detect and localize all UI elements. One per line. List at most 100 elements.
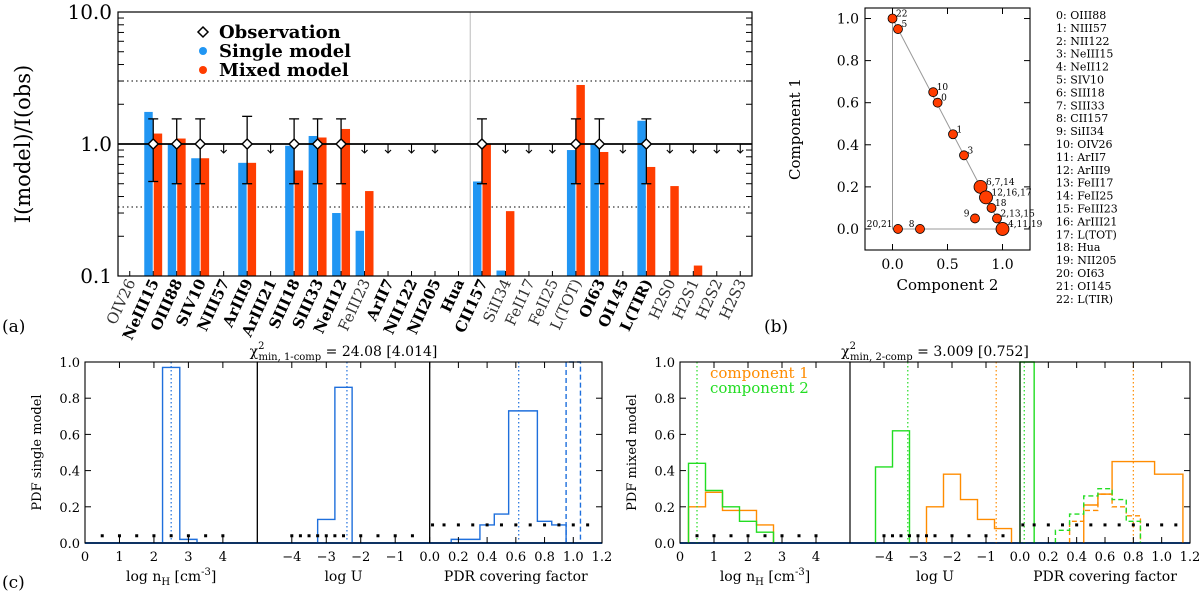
upper-limit-arrow xyxy=(736,144,744,154)
mixed-model-bar xyxy=(200,158,210,276)
scatter-point-label: 4,11,19 xyxy=(1008,220,1043,230)
x-tick-label: 1.2 xyxy=(1180,550,1200,565)
x-axis-title-main: log U xyxy=(324,569,362,585)
grid-point-marker xyxy=(891,534,894,538)
x-axis-title-main: PDR covering factor xyxy=(1033,569,1177,585)
scatter-point xyxy=(948,129,958,140)
grid-point-marker xyxy=(169,534,173,538)
grid-point-marker xyxy=(333,534,337,538)
panel-label-b: (b) xyxy=(764,317,788,337)
x-axis-title-unit: [cm xyxy=(764,569,795,585)
x-tick-label: 0.8 xyxy=(534,550,555,565)
scatter-point-label: 18 xyxy=(995,199,1007,209)
scatter-point xyxy=(893,224,903,234)
upper-limit-arrow xyxy=(431,144,439,154)
component-index-entry: 9: SiII34 xyxy=(1056,125,1104,138)
x-axis-title-end: ] xyxy=(805,569,810,585)
grid-point-marker xyxy=(1131,523,1135,527)
pdf-histogram xyxy=(316,386,353,543)
grid-point-marker xyxy=(442,523,446,527)
scatter-point xyxy=(915,224,925,234)
x-tick-label: −2 xyxy=(351,550,370,565)
grid-point-marker xyxy=(1089,523,1093,527)
single-model-bar xyxy=(285,145,294,276)
grid-point-marker xyxy=(797,534,801,538)
single-model-bar xyxy=(191,158,200,276)
mixed-model-bar xyxy=(318,137,327,276)
scatter-point xyxy=(979,190,993,205)
legend-marker-observation xyxy=(196,25,210,39)
component-index-entry: 5: SIV10 xyxy=(1056,74,1104,87)
legend-marker-mixed xyxy=(199,66,207,74)
component-index-entry: 7: SIII33 xyxy=(1056,99,1105,112)
chi-square-title: χ2 min, 2-comp = 3.009 [0.752] xyxy=(841,341,1029,363)
x-tick-label: 1.0 xyxy=(1151,550,1172,565)
component-index-entry: 14: FeII25 xyxy=(1056,190,1113,203)
x-tick-label: −3 xyxy=(908,550,927,565)
single-model-bar xyxy=(566,150,576,276)
subplot-frame xyxy=(1019,361,1191,544)
grid-point-marker xyxy=(485,523,489,527)
grid-point-marker xyxy=(746,534,750,538)
x-axis-title: log nH [cm-3] xyxy=(720,567,810,588)
y-tick-label: 0.8 xyxy=(654,392,675,407)
y-tick-label: 0.2 xyxy=(837,180,859,196)
x-tick-label: 2 xyxy=(150,550,158,565)
mixed-model-bar xyxy=(341,128,351,276)
grid-point-marker xyxy=(1061,523,1064,527)
grid-point-marker xyxy=(1117,523,1121,527)
y-tick-label: 1.0 xyxy=(59,356,80,371)
grid-point-marker xyxy=(499,523,503,527)
y-tick-label: 0.4 xyxy=(59,465,80,480)
scatter-point xyxy=(959,150,969,161)
chi-square-sub: min, 2-comp xyxy=(850,352,913,363)
subplot-frame xyxy=(256,361,431,544)
observation-diamond xyxy=(311,138,324,150)
component-index-entry: 11: ArII7 xyxy=(1056,151,1106,164)
grid-point-marker xyxy=(431,523,435,527)
upper-limit-arrow xyxy=(619,144,627,154)
x-tick-label: 0.4 xyxy=(477,550,498,565)
chart-a-line-ratio-bars: 0.11.010.0OIV26NeIII15OIII88SIV10NIII57A… xyxy=(11,0,753,343)
panel-label-c: (c) xyxy=(2,573,25,593)
component-index-entry: 0: OIII88 xyxy=(1056,9,1106,22)
grid-point-marker xyxy=(316,534,320,538)
scatter-point xyxy=(932,97,943,108)
scatter-point-label: 0 xyxy=(941,94,947,104)
grid-point-marker xyxy=(984,534,988,538)
grid-point-marker xyxy=(967,534,971,538)
chi-square-value: = 3.009 [0.752] xyxy=(913,344,1029,360)
upper-limit-arrow xyxy=(408,144,415,154)
observation-diamond xyxy=(569,138,582,150)
x-tick-label: 0.2 xyxy=(448,550,469,565)
grid-point-marker xyxy=(393,534,397,538)
single-model-bar xyxy=(144,111,153,276)
grid-point-marker xyxy=(307,534,311,538)
x-tick-label: 1.0 xyxy=(991,257,1013,273)
y-tick-label: 0.4 xyxy=(654,465,675,480)
grid-point-marker xyxy=(290,534,294,538)
mixed-model-bar xyxy=(599,151,609,276)
x-tick-label: 1.2 xyxy=(592,550,613,565)
component-index-entry: 10: OIV26 xyxy=(1056,138,1113,151)
scatter-point-label: 1 xyxy=(957,125,963,135)
grid-point-marker xyxy=(1146,523,1149,527)
grid-point-marker xyxy=(1160,523,1164,527)
grid-point-marker xyxy=(543,523,547,527)
grid-point-marker xyxy=(324,534,328,538)
observation-diamond xyxy=(335,138,348,150)
pdf-histogram xyxy=(687,491,775,543)
observation-diamond xyxy=(241,138,254,150)
legend-label: Observation xyxy=(219,22,341,43)
pdf-histogram xyxy=(874,430,911,543)
grid-point-marker xyxy=(135,534,139,538)
grid-point-marker xyxy=(342,534,345,538)
upper-limit-arrow xyxy=(525,144,533,154)
grid-point-marker xyxy=(456,523,460,527)
upper-limit-arrow xyxy=(361,144,368,154)
pdf-histogram xyxy=(1019,361,1035,543)
grid-point-marker xyxy=(186,534,190,538)
chi-square-sup: 2 xyxy=(850,341,856,352)
